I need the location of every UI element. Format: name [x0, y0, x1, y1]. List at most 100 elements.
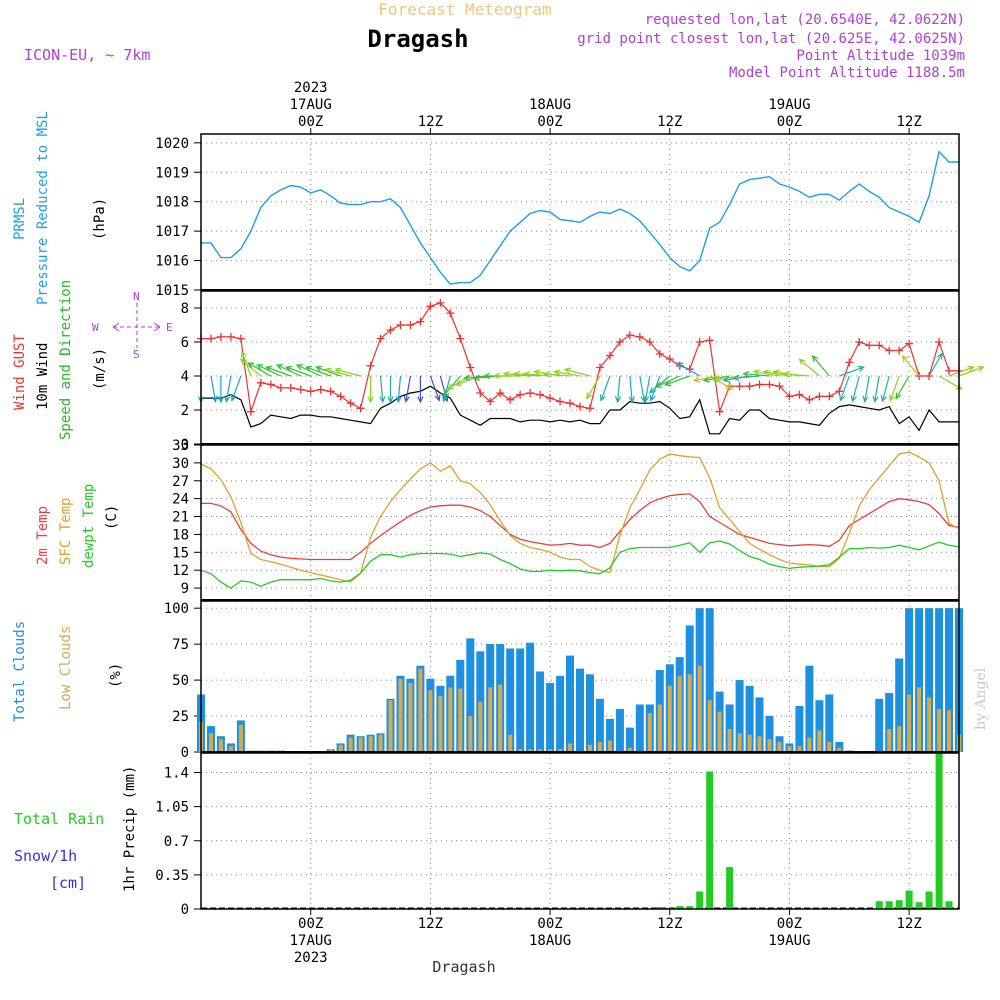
gust-point [775, 382, 784, 391]
gust-point [526, 389, 535, 397]
gust-point [765, 380, 774, 389]
gust-point [346, 399, 355, 408]
pressure-ytick-label: 1018 [155, 195, 189, 211]
gust-point [546, 394, 555, 403]
total-cloud-bar [516, 648, 525, 752]
bottom-time-label: 2023 [294, 950, 328, 966]
wind-direction-arrow [648, 375, 671, 394]
total-cloud-bar [625, 727, 634, 752]
wind-direction-arrow [264, 365, 292, 377]
rain-bar [875, 901, 883, 909]
gust-point [256, 378, 265, 387]
gust-point [915, 372, 924, 380]
gust-point [226, 332, 235, 341]
gust-point [635, 332, 644, 341]
pressure-line [201, 150, 959, 285]
wind-direction-arrow [811, 355, 830, 377]
pressure-panel: 1015 1016 1017 1018 1019 1020 [155, 134, 959, 299]
rain-bar [726, 867, 734, 909]
temperature-ytick-label: 9 [181, 581, 189, 597]
gust-point [376, 334, 385, 343]
top-time-label: 12Z [418, 114, 443, 130]
pressure-ytick-label: 1017 [155, 224, 189, 240]
total-cloud-bar [805, 665, 814, 752]
gust-point [885, 346, 894, 355]
low-cloud-bar [807, 737, 812, 752]
plot-panels: 1015101610171018101910200246891215182124… [155, 80, 985, 966]
low-cloud-bar [388, 700, 393, 752]
pressure-ytick-label: 1016 [155, 254, 189, 270]
rain-bar [945, 901, 953, 909]
wind-direction-arrow [639, 375, 647, 403]
gust-point [745, 382, 754, 391]
low-cloud-bar [747, 734, 752, 752]
low-cloud-bar [458, 688, 463, 752]
rain-bar [895, 900, 903, 909]
wind-direction-arrow [395, 375, 402, 404]
wind-direction-arrow [850, 375, 860, 403]
low-cloud-bar [218, 739, 223, 752]
wind-panel: 0 2 4 6 8 [181, 291, 959, 453]
precip-panel: 0 0.35 0.7 1.05 1.4 [155, 753, 959, 918]
gust-point [815, 392, 824, 401]
wind-direction-arrow [948, 365, 975, 377]
wind-direction-arrow [643, 375, 651, 403]
top-time-label: 2023 [294, 80, 328, 96]
gust-point [456, 334, 465, 343]
rain-bar [696, 891, 704, 909]
low-cloud-bar [588, 744, 592, 752]
total-cloud-bar [935, 608, 944, 752]
gust-point [825, 392, 834, 401]
gust-point [266, 380, 275, 389]
bottom-time-label: 00Z [537, 916, 562, 932]
low-cloud-bar [837, 747, 842, 752]
total-cloud-bar [765, 716, 774, 752]
pressure-ytick-label: 1019 [155, 165, 189, 181]
point-altitude: Point Altitude 1039m [796, 48, 965, 64]
sfc-label: SFC Temp [58, 498, 74, 565]
low-cloud-bar [697, 665, 702, 752]
gust-point [645, 338, 654, 346]
total-cloud-bar [546, 683, 555, 752]
temperature-ytick-label: 30 [172, 456, 189, 472]
wind-direction-arrow [599, 375, 611, 402]
wind-direction-arrow [224, 375, 232, 403]
low-cloud-bar [518, 749, 523, 752]
low-cloud-bar [438, 695, 443, 752]
total-cloud-bar [735, 680, 744, 752]
low-cloud-bar [777, 741, 782, 752]
clouds-ytick-label: 25 [172, 709, 189, 725]
total-cloud-bar [595, 698, 604, 752]
total-cloud-bar [885, 693, 894, 752]
grid-coords: grid point closest lon,lat (20.625E, 42.… [577, 31, 965, 47]
gust-point [506, 395, 515, 404]
top-time-label: 17AUG [290, 97, 332, 113]
total-cloud-bar [635, 704, 644, 752]
total-cloud-bar [755, 697, 764, 752]
temperature-ytick-label: 27 [172, 474, 189, 490]
gust-point [705, 336, 714, 345]
low-cloud-bar [358, 737, 363, 752]
gust-point [735, 382, 744, 391]
wind-direction-arrow [895, 375, 910, 400]
gust-point [536, 390, 545, 399]
wind-ytick-label: 2 [181, 403, 189, 419]
gust-point [206, 334, 215, 343]
footer-location: Dragash [432, 958, 495, 976]
temp-labels: 2m Temp SFC Temp dewpt Temp (C) [35, 484, 120, 568]
gust-point [516, 390, 525, 399]
low-cloud-bar [398, 678, 403, 752]
wind-direction-arrow [798, 358, 820, 377]
compass-e: E [166, 321, 173, 334]
total-cloud-bar [705, 608, 714, 752]
low-cloud-bar [538, 749, 543, 752]
gust-point [605, 351, 614, 360]
wind-direction-arrow [928, 352, 943, 377]
temp-unit: (C) [104, 505, 120, 530]
wind-direction-arrow [628, 375, 635, 404]
total-cloud-bar [925, 608, 934, 752]
total-cloud-bar [795, 706, 804, 752]
low-cloud-bar [448, 687, 453, 752]
gust-point [795, 390, 804, 399]
